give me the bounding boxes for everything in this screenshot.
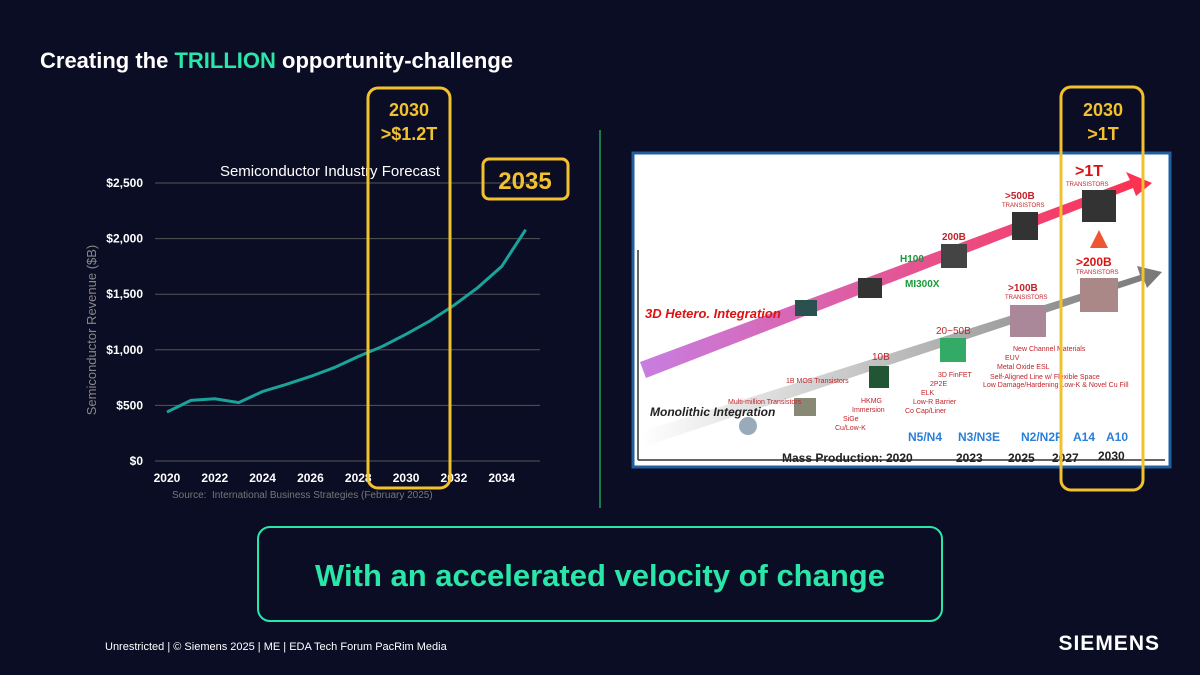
feature: Metal Oxide ESL	[997, 364, 1050, 371]
annotation: 2035	[498, 168, 551, 195]
chart-title: Semiconductor Industry Forecast	[220, 163, 441, 180]
data-line	[166, 228, 527, 414]
chip	[795, 300, 817, 316]
node: N2/N2P	[1021, 430, 1063, 444]
chip	[794, 398, 816, 416]
wafer	[739, 417, 757, 435]
up-arrow	[1090, 230, 1108, 248]
banner: With an accelerated velocity of change	[315, 558, 885, 593]
mass-production: 2027	[1052, 451, 1079, 465]
y-tick-label: $2,000	[106, 232, 143, 246]
annotation-box	[481, 157, 570, 201]
track-label: Monolithic Integration	[650, 405, 775, 419]
feature: Cu/Low-K	[835, 425, 866, 432]
lower-label: 20~50B	[936, 326, 971, 337]
x-tick-label: 2022	[201, 471, 228, 485]
annotation: >$1.2T	[381, 124, 438, 144]
upper-label: >1T	[1075, 163, 1103, 180]
annotation: >1T	[1087, 124, 1119, 144]
upper-label: TRANSISTORS	[1002, 203, 1045, 209]
source: Source: International Business Strategie…	[172, 490, 433, 501]
annotation: 2030	[389, 100, 429, 120]
feature: 3D FinFET	[938, 372, 973, 379]
upper-label: MI300X	[905, 279, 940, 290]
feature: Low Damage/Hardening Low-K & Novel Cu Fi…	[983, 382, 1129, 389]
lower-label: >200B	[1076, 255, 1112, 269]
node: N5/N4	[908, 430, 942, 444]
chip	[1010, 305, 1046, 337]
node: N3/N3E	[958, 430, 1000, 444]
upper-label: TRANSISTORS	[1066, 182, 1109, 188]
chip	[940, 338, 966, 362]
chip	[1082, 190, 1116, 222]
feature: SiGe	[843, 416, 859, 423]
highlight-box	[366, 86, 452, 490]
feature: ELK	[921, 390, 935, 397]
chip	[1080, 278, 1118, 312]
chip	[1012, 212, 1038, 240]
x-tick-label: 2020	[154, 471, 181, 485]
slide-title: Creating the TRILLION opportunity-challe…	[40, 48, 513, 73]
roadmap-diagram: 3D Hetero. Integration Monolithic Integr…	[631, 151, 1172, 469]
lower-label: Multi-million Transistors	[728, 399, 802, 406]
annotation: 2030	[1083, 100, 1123, 120]
y-tick-label: $1,000	[106, 343, 143, 357]
feature: Immersion	[852, 407, 885, 414]
line-chart: Semiconductor Industry Forecast Semicond…	[84, 163, 540, 501]
node: A10	[1106, 430, 1128, 444]
mass-production: Mass Production: 2020	[782, 451, 913, 465]
x-tick-label: 2028	[345, 471, 372, 485]
title-part: opportunity-challenge	[276, 48, 513, 73]
mass-production: 2023	[956, 451, 983, 465]
chip	[869, 366, 889, 388]
y-tick-label: $2,500	[106, 176, 143, 190]
upper-label: H100	[900, 254, 924, 265]
upper-label: 200B	[942, 232, 966, 243]
x-tick-label: 2034	[488, 471, 515, 485]
banner-box	[257, 526, 943, 622]
mass-production: 2025	[1008, 451, 1035, 465]
track-label: 3D Hetero. Integration	[645, 306, 781, 321]
x-tick-label: 2030	[393, 471, 420, 485]
chip	[858, 278, 882, 298]
lower-label: Multi-million Transistors	[728, 399, 802, 406]
lower-label: TRANSISTORS	[1076, 270, 1119, 276]
lower-label: 1B MOS Transistors	[786, 378, 849, 385]
mass-production: 2030	[1098, 449, 1125, 463]
feature: Self-Aligned Line w/ Flexible Space	[990, 374, 1100, 381]
y-tick-label: $0	[130, 454, 144, 468]
x-tick-label: 2026	[297, 471, 324, 485]
title-highlight: TRILLION	[174, 48, 275, 73]
footer: Unrestricted | © Siemens 2025 | ME | EDA…	[105, 641, 448, 653]
title-part: Creating the	[40, 48, 174, 73]
node: A14	[1073, 430, 1095, 444]
feature: Low-R Barrier	[913, 399, 957, 406]
feature: Co Cap/Liner	[905, 408, 947, 415]
logo: SIEMENS	[1058, 632, 1160, 655]
feature: HKMG	[861, 398, 882, 405]
chip	[941, 244, 967, 268]
y-tick-label: $500	[116, 398, 143, 412]
highlight-box	[1059, 85, 1145, 492]
feature: 2P2E	[930, 381, 947, 388]
y-tick-label: $1,500	[106, 287, 143, 301]
x-tick-label: 2032	[441, 471, 468, 485]
upper-label: >500B	[1005, 191, 1035, 202]
feature: EUV	[1005, 355, 1020, 362]
lower-label: TRANSISTORS	[1005, 295, 1048, 301]
feature: New Channel Materials	[1013, 346, 1086, 353]
y-axis-label: Semiconductor Revenue ($B)	[84, 245, 99, 416]
lower-label: 10B	[872, 352, 890, 363]
lower-label: >100B	[1008, 283, 1038, 294]
x-tick-label: 2024	[249, 471, 276, 485]
